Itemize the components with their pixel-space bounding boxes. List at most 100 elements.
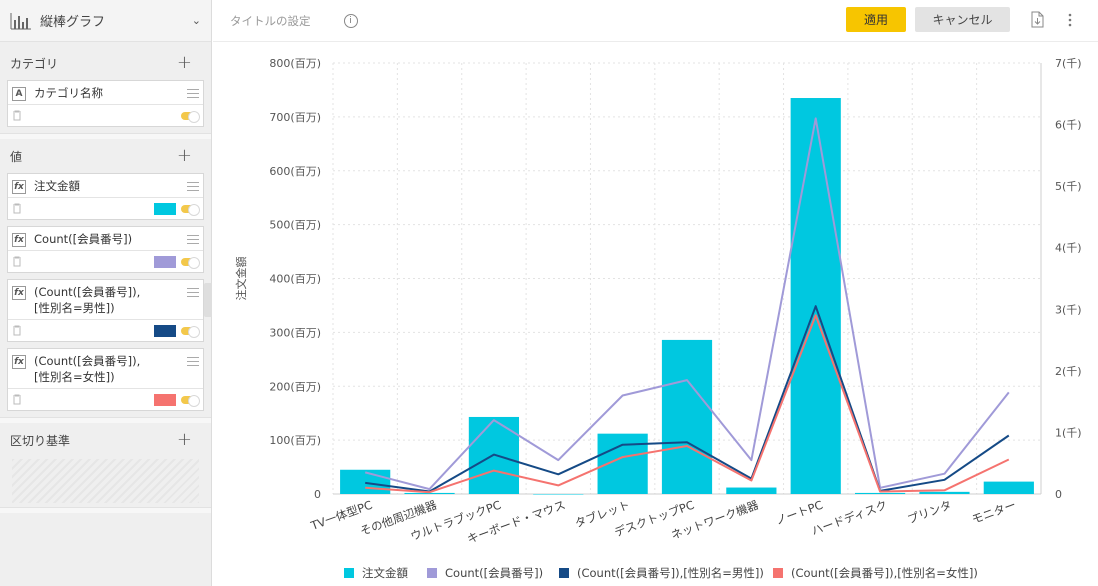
field-settings-panel: 縦棒グラフ ⌄ カテゴリ + A カテゴリ名称 [0, 0, 212, 586]
series-color-swatch[interactable] [154, 255, 176, 268]
info-icon[interactable]: i [343, 13, 358, 28]
section-divider [0, 133, 211, 139]
y-tick-label: 600(百万) [269, 165, 321, 178]
cancel-button[interactable]: キャンセル [915, 7, 1010, 32]
more-options-icon[interactable] [1067, 12, 1073, 28]
visibility-toggle[interactable] [181, 203, 200, 216]
add-breakdown-icon[interactable]: + [176, 429, 192, 450]
chart-type-selector[interactable]: 縦棒グラフ ⌄ [0, 0, 211, 42]
value-field-card[interactable]: fx (Count([会員番号]), [性別名=男性]) [7, 279, 204, 342]
drag-handle-icon[interactable] [187, 357, 199, 369]
y-tick-label: 200(百万) [269, 380, 321, 393]
apply-button[interactable]: 適用 [846, 7, 906, 32]
legend-label: Count([会員番号]) [445, 566, 543, 580]
breakdown-dropzone[interactable] [12, 459, 199, 503]
y-tick-label: 400(百万) [269, 273, 321, 286]
series-color-swatch[interactable] [154, 393, 176, 406]
legend-label: (Count([会員番号]),[性別名=男性]) [577, 566, 764, 580]
bar [661, 339, 713, 494]
category-section: カテゴリ + A カテゴリ名称 [0, 48, 211, 127]
y-tick-label: 0 [314, 488, 321, 501]
value-field-card[interactable]: fx Count([会員番号]) [7, 226, 204, 273]
value-field-card[interactable]: fx 注文金額 [7, 173, 204, 220]
x-tick-label: モニター [970, 498, 1018, 527]
bar [726, 487, 777, 494]
legend-label: 注文金額 [362, 566, 408, 580]
legend-label: (Count([会員番号]),[性別名=女性]) [791, 566, 978, 580]
series-color-swatch[interactable] [154, 202, 176, 215]
trash-icon[interactable] [12, 203, 22, 214]
y2-tick-label: 0 [1055, 488, 1062, 501]
visibility-toggle[interactable] [181, 394, 200, 407]
field-name: 注文金額 [34, 179, 80, 193]
section-divider [0, 507, 211, 513]
value-field-card[interactable]: fx (Count([会員番号]), [性別名=女性]) [7, 348, 204, 411]
formula-type-icon: fx [12, 180, 26, 194]
y-tick-label: 500(百万) [269, 219, 321, 232]
drag-handle-icon[interactable] [187, 288, 199, 300]
title-setting-link[interactable]: タイトルの設定 [230, 13, 311, 28]
value-section-title: 値 [10, 149, 23, 164]
category-field-card[interactable]: A カテゴリ名称 [7, 80, 204, 127]
category-section-title: カテゴリ [10, 56, 59, 71]
breakdown-section-title: 区切り基準 [10, 433, 71, 448]
series-color-swatch[interactable] [154, 324, 176, 337]
x-tick-label: プリンタ [905, 498, 953, 527]
field-name: カテゴリ名称 [34, 86, 103, 100]
y-tick-label: 800(百万) [269, 57, 321, 70]
y2-tick-label: 1(千) [1055, 426, 1082, 439]
legend-swatch [559, 568, 569, 578]
field-name: (Count([会員番号]), [性別名=男性]) [34, 285, 141, 315]
visibility-toggle[interactable] [181, 110, 200, 123]
bar [983, 481, 1034, 494]
legend-swatch [344, 568, 354, 578]
y2-tick-label: 7(千) [1055, 57, 1082, 70]
bar [790, 98, 841, 495]
series-line [365, 305, 1010, 493]
legend-swatch [427, 568, 437, 578]
add-category-icon[interactable]: + [176, 52, 192, 73]
y-tick-label: 300(百万) [269, 326, 321, 339]
add-value-icon[interactable]: + [176, 145, 192, 166]
section-divider [0, 417, 211, 423]
breakdown-section: 区切り基準 + [0, 425, 211, 503]
text-type-icon: A [12, 87, 26, 101]
export-icon[interactable] [1031, 11, 1044, 28]
legend-swatch [773, 568, 783, 578]
drag-handle-icon[interactable] [187, 89, 199, 101]
combo-chart: 0 100(百万) 200(百万) 300(百万) 400(百万) 500(百万) 600(… [234, 57, 1082, 580]
y2-tick-label: 6(千) [1055, 119, 1082, 132]
bar [533, 494, 584, 495]
visibility-toggle[interactable] [181, 256, 200, 269]
toolbar: タイトルの設定 i 適用 キャンセル [213, 0, 1098, 42]
formula-type-icon: fx [12, 233, 26, 247]
chevron-down-icon[interactable]: ⌄ [191, 14, 201, 27]
y2-tick-label: 5(千) [1055, 180, 1082, 193]
y2-tick-label: 2(千) [1055, 365, 1082, 378]
trash-icon[interactable] [12, 394, 22, 405]
formula-type-icon: fx [12, 286, 26, 300]
bar [919, 491, 970, 494]
drag-handle-icon[interactable] [187, 182, 199, 194]
trash-icon[interactable] [12, 256, 22, 267]
y-tick-label: 100(百万) [269, 434, 321, 447]
formula-type-icon: fx [12, 355, 26, 369]
trash-icon[interactable] [12, 325, 22, 336]
y-tick-label: 700(百万) [269, 111, 321, 124]
visibility-toggle[interactable] [181, 325, 200, 338]
y-axis-label: 注文金額 [234, 257, 248, 301]
trash-icon[interactable] [12, 110, 22, 121]
y2-tick-label: 3(千) [1055, 303, 1082, 316]
chart-area: 0 100(百万) 200(百万) 300(百万) 400(百万) 500(百万) 600(… [213, 42, 1098, 586]
panel-collapse-handle[interactable] [204, 283, 212, 317]
series-line [365, 314, 1010, 494]
bar [854, 492, 906, 494]
chart-type-label: 縦棒グラフ [40, 15, 106, 30]
drag-handle-icon[interactable] [187, 235, 199, 247]
bar-chart-icon [10, 12, 31, 29]
series-line [364, 117, 1010, 491]
bar [404, 492, 455, 494]
value-section: 値 + fx 注文金額 fx Count([会員番号]) fx (Count([会員番号]… [0, 141, 211, 411]
bar [340, 469, 391, 494]
